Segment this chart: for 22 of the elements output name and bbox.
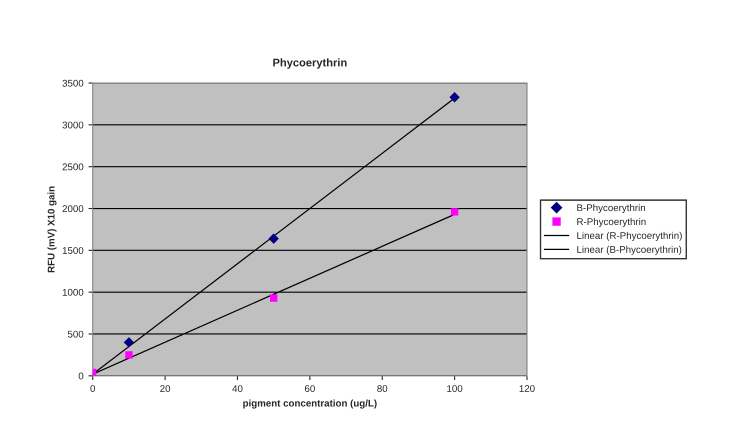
y-tick-label: 3000 (62, 122, 84, 128)
legend-label: Linear (R-Phycoerythrin) (577, 232, 682, 241)
x-tick-label: 120 (520, 385, 535, 392)
y-tick-label: 1500 (62, 247, 84, 254)
legend-label: B-Phycoerythrin (577, 204, 646, 214)
x-tick-label: 40 (232, 385, 243, 392)
y-tick-label: 2000 (62, 205, 84, 212)
y-tick-label: 0 (78, 372, 84, 380)
x-tick-label: 80 (377, 385, 388, 392)
legend-label: R-Phycoerythrin (577, 218, 646, 227)
x-axis-title: pigment concentration (ug/L) (243, 399, 377, 409)
y-tick-label: 1000 (62, 288, 84, 296)
y-axis-title: RFU (mV) X10 gain (47, 186, 57, 272)
chart-title: Phycoerythrin (273, 58, 347, 69)
x-tick-label: 60 (304, 385, 315, 392)
y-tick-label: 500 (68, 330, 84, 338)
legend-label: Linear (B-Phycoerythrin) (577, 246, 682, 255)
x-tick-label: 20 (160, 385, 170, 392)
x-tick-label: 0 (90, 385, 96, 392)
y-tick-label: 2500 (62, 163, 84, 170)
x-tick-label: 100 (447, 385, 462, 392)
y-tick-label: 3500 (62, 80, 84, 87)
